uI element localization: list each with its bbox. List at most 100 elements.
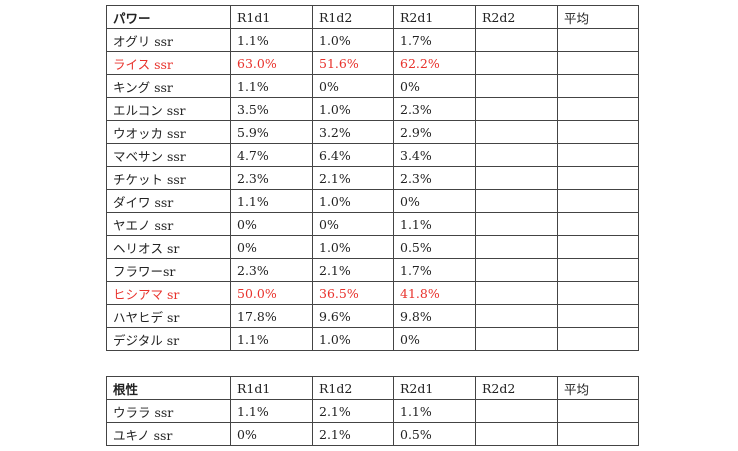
row: オグリ ssr 1.1% 1.0% 1.7% [106,28,639,52]
header-cell: R2d1 [393,376,476,400]
cell: 0% [312,74,394,98]
row: ウララ ssr 1.1% 2.1% 1.1% [106,399,639,423]
cell: 3.2% [312,120,394,144]
row: ヘリオス sr 0% 1.0% 0.5% [106,235,639,259]
cell [557,327,639,351]
cell: 41.8% [393,281,476,305]
header-row: 根性 R1d1 R1d2 R2d1 R2d2 平均 [106,376,639,400]
row: ハヤヒデ sr 17.8% 9.6% 9.8% [106,304,639,328]
cell [557,97,639,121]
cell: 0% [393,189,476,213]
cell [557,304,639,328]
cell [475,166,558,190]
cell [557,235,639,259]
row: ライス ssr 63.0% 51.6% 62.2% [106,51,639,75]
cell [475,235,558,259]
guts-table: 根性 R1d1 R1d2 R2d1 R2d2 平均 ウララ ssr 1.1% 2.1% 1.1% ユ… [106,376,639,446]
row: エルコン ssr 3.5% 1.0% 2.3% [106,97,639,121]
cell: 9.8% [393,304,476,328]
cell: デジタル sr [106,327,231,351]
cell: 1.0% [312,327,394,351]
cell: チケット ssr [106,166,231,190]
cell [557,166,639,190]
cell: 2.1% [312,422,394,446]
row: ユキノ ssr 0% 2.1% 0.5% [106,422,639,446]
cell: 1.0% [312,189,394,213]
cell: 0% [230,235,313,259]
row: チケット ssr 2.3% 2.1% 2.3% [106,166,639,190]
cell: 1.0% [312,28,394,52]
cell [475,281,558,305]
cell: キング ssr [106,74,231,98]
cell [557,281,639,305]
cell: マベサン ssr [106,143,231,167]
cell: ウララ ssr [106,399,231,423]
header-cell: R1d1 [230,5,313,29]
cell: フラワーsr [106,258,231,282]
cell: 1.1% [230,189,313,213]
row: マベサン ssr 4.7% 6.4% 3.4% [106,143,639,167]
cell: 1.1% [230,28,313,52]
cell: ダイワ ssr [106,189,231,213]
header-cell: 根性 [106,376,231,400]
cell [475,327,558,351]
cell [557,258,639,282]
cell: ユキノ ssr [106,422,231,446]
cell: ヘリオス sr [106,235,231,259]
cell: 51.6% [312,51,394,75]
cell: 9.6% [312,304,394,328]
cell [557,212,639,236]
cell: 1.7% [393,258,476,282]
cell: 2.1% [312,166,394,190]
cell: 1.1% [230,74,313,98]
header-cell: R2d2 [475,376,558,400]
cell: ウオッカ ssr [106,120,231,144]
header-cell: R1d1 [230,376,313,400]
row: キング ssr 1.1% 0% 0% [106,74,639,98]
cell [557,120,639,144]
cell [475,143,558,167]
cell: 2.1% [312,258,394,282]
cell: 6.4% [312,143,394,167]
row: ヒシアマ sr 50.0% 36.5% 41.8% [106,281,639,305]
cell [475,212,558,236]
cell: 17.8% [230,304,313,328]
cell: 3.4% [393,143,476,167]
cell: 0.5% [393,422,476,446]
cell [475,120,558,144]
cell: 0% [230,212,313,236]
cell: オグリ ssr [106,28,231,52]
cell [475,189,558,213]
header-row: パワー R1d1 R1d2 R2d1 R2d2 平均 [106,5,639,29]
header-cell: パワー [106,5,231,29]
header-cell: R1d2 [312,376,394,400]
cell [475,97,558,121]
cell [557,422,639,446]
header-cell: 平均 [557,5,639,29]
cell [557,28,639,52]
cell: 2.3% [230,258,313,282]
cell: ハヤヒデ sr [106,304,231,328]
cell [475,51,558,75]
cell: 1.1% [230,399,313,423]
cell: 2.1% [312,399,394,423]
cell: 2.9% [393,120,476,144]
cell [557,189,639,213]
cell: 4.7% [230,143,313,167]
cell: 1.1% [393,399,476,423]
cell: 2.3% [393,166,476,190]
cell: 0% [312,212,394,236]
cell [475,74,558,98]
cell [557,74,639,98]
cell: 0% [393,327,476,351]
row: フラワーsr 2.3% 2.1% 1.7% [106,258,639,282]
cell: 0.5% [393,235,476,259]
cell: 5.9% [230,120,313,144]
header-cell: R2d2 [475,5,558,29]
cell: ヤエノ ssr [106,212,231,236]
header-cell: R1d2 [312,5,394,29]
cell: 1.0% [312,235,394,259]
row: デジタル sr 1.1% 1.0% 0% [106,327,639,351]
row: ヤエノ ssr 0% 0% 1.1% [106,212,639,236]
